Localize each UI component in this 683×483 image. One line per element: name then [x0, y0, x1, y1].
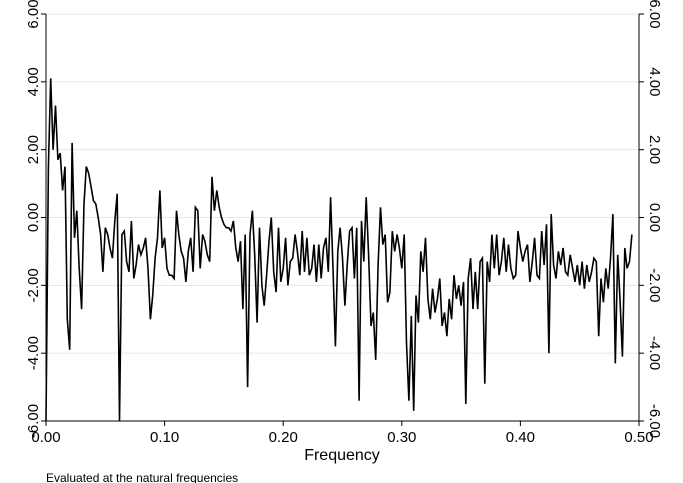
y-tick-label-left-2: -2.00 — [25, 268, 42, 302]
y-tick-label-right-6: 6.00 — [646, 0, 663, 29]
series-layer — [45, 78, 633, 422]
x-tick-label-2: 0.20 — [269, 429, 298, 446]
chart-note: Evaluated at the natural frequencies — [46, 471, 238, 483]
y-tick-label-right-0: -6.00 — [646, 404, 663, 438]
y-tick-label-left-4: 2.00 — [25, 135, 42, 164]
x-axis-title: Frequency — [304, 447, 380, 464]
y-tick-label-right-3: 0.00 — [646, 203, 663, 232]
ticks: -6.00 -6.00 -4.00 -4.00 -2.00 -2.00 0.00 0.00 2.… — [25, 0, 663, 446]
x-tick-label-0: 0.00 — [31, 429, 60, 446]
x-tick-label-5: 0.50 — [624, 429, 653, 446]
y-tick-label-left-3: 0.00 — [25, 203, 42, 232]
x-tick-label-4: 0.40 — [506, 429, 535, 446]
y-tick-label-right-2: -2.00 — [646, 268, 663, 302]
y-tick-label-right-4: 2.00 — [646, 135, 663, 164]
y-tick-label-right-1: -4.00 — [646, 336, 663, 370]
y-tick-label-left-6: 6.00 — [25, 0, 42, 29]
x-tick-label-3: 0.30 — [387, 429, 416, 446]
y-tick-label-left-1: -4.00 — [25, 336, 42, 370]
y-tick-label-right-5: 4.00 — [646, 67, 663, 96]
y-tick-label-left-5: 4.00 — [25, 67, 42, 96]
y-tick-label-left-0: -6.00 — [25, 404, 42, 438]
series-line-0 — [45, 78, 633, 422]
x-tick-label-1: 0.10 — [150, 429, 179, 446]
